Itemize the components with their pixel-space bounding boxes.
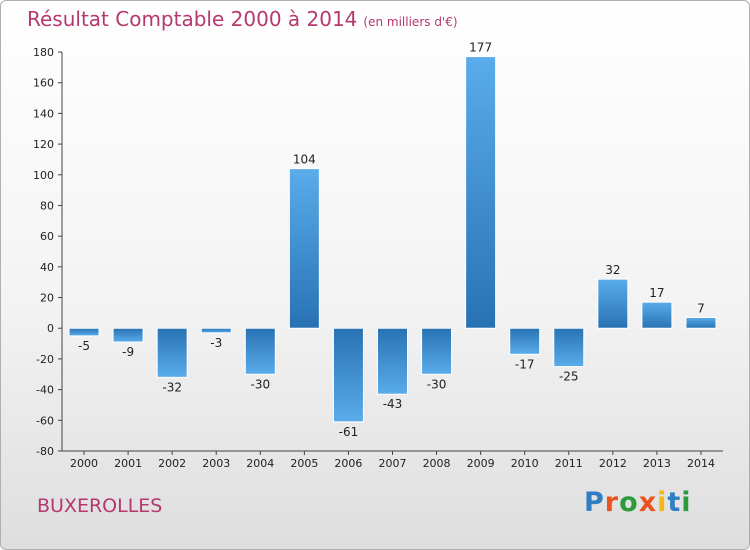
bar — [597, 278, 629, 329]
data-label: -30 — [427, 377, 447, 391]
bar — [509, 327, 541, 355]
data-label: 104 — [293, 153, 316, 167]
bar — [685, 316, 717, 329]
data-label: -17 — [515, 357, 535, 371]
x-tick-label: 2012 — [599, 457, 627, 470]
y-tick-label: 160 — [33, 77, 54, 90]
logo-letter: i — [657, 487, 668, 518]
logo-letter: r — [604, 487, 620, 518]
y-tick-label: 40 — [40, 261, 54, 274]
x-tick-label: 2003 — [202, 457, 230, 470]
y-tick-label: -20 — [36, 353, 54, 366]
chart-title: Résultat Comptable 2000 à 2014 (en millie… — [27, 7, 458, 31]
title-unit: (en milliers d'€) — [363, 15, 458, 29]
bar — [200, 327, 232, 334]
x-tick-label: 2013 — [643, 457, 671, 470]
x-tick-label: 2001 — [114, 457, 142, 470]
proxiti-logo: Proxiti — [584, 487, 692, 518]
x-tick-label: 2011 — [555, 457, 583, 470]
bar — [156, 327, 188, 378]
data-label: 177 — [469, 41, 492, 55]
data-label: -43 — [383, 397, 403, 411]
y-tick-label: 180 — [33, 46, 54, 59]
y-tick-label: -80 — [36, 445, 54, 458]
x-tick-label: 2009 — [467, 457, 495, 470]
x-tick-label: 2005 — [290, 457, 318, 470]
bar — [553, 327, 585, 368]
logo-letter: i — [681, 487, 692, 518]
x-tick-label: 2004 — [246, 457, 274, 470]
y-tick-label: 100 — [33, 169, 54, 182]
y-tick-label: 140 — [33, 107, 54, 120]
y-tick-label: -40 — [36, 384, 54, 397]
data-label: -32 — [162, 380, 182, 394]
data-label: -9 — [122, 345, 134, 359]
y-tick-label: 60 — [40, 230, 54, 243]
x-tick-label: 2014 — [687, 457, 715, 470]
title-text: Résultat Comptable 2000 à 2014 — [27, 7, 358, 31]
town-name: BUXEROLLES — [37, 495, 163, 517]
logo-letter: x — [638, 487, 658, 518]
y-tick-label: 0 — [47, 322, 54, 335]
data-label: -5 — [78, 339, 90, 353]
logo-letter: o — [619, 487, 639, 518]
data-label: -25 — [559, 370, 579, 384]
logo-letter: t — [667, 487, 682, 518]
x-tick-label: 2006 — [334, 457, 362, 470]
bar — [377, 327, 408, 395]
bar — [465, 56, 497, 329]
x-tick-label: 2000 — [70, 457, 98, 470]
y-tick-label: 120 — [33, 138, 54, 151]
logo-letter: P — [584, 487, 605, 518]
data-label: 7 — [697, 301, 705, 315]
x-tick-label: 2007 — [379, 457, 407, 470]
data-label: -3 — [210, 336, 222, 350]
data-label: 17 — [649, 286, 664, 300]
bar — [244, 327, 276, 375]
bar — [332, 327, 364, 423]
y-tick-label: -60 — [36, 414, 54, 427]
bar — [112, 327, 144, 343]
data-label: 32 — [605, 263, 620, 277]
y-tick-label: 80 — [40, 199, 54, 212]
bar — [421, 327, 453, 375]
bar — [641, 301, 673, 329]
data-label: -30 — [250, 377, 270, 391]
data-label: -61 — [339, 425, 359, 439]
x-tick-label: 2008 — [423, 457, 451, 470]
y-tick-label: 20 — [40, 292, 54, 305]
x-tick-label: 2002 — [158, 457, 186, 470]
bar — [68, 327, 100, 337]
bar — [288, 168, 320, 329]
x-tick-label: 2010 — [511, 457, 539, 470]
